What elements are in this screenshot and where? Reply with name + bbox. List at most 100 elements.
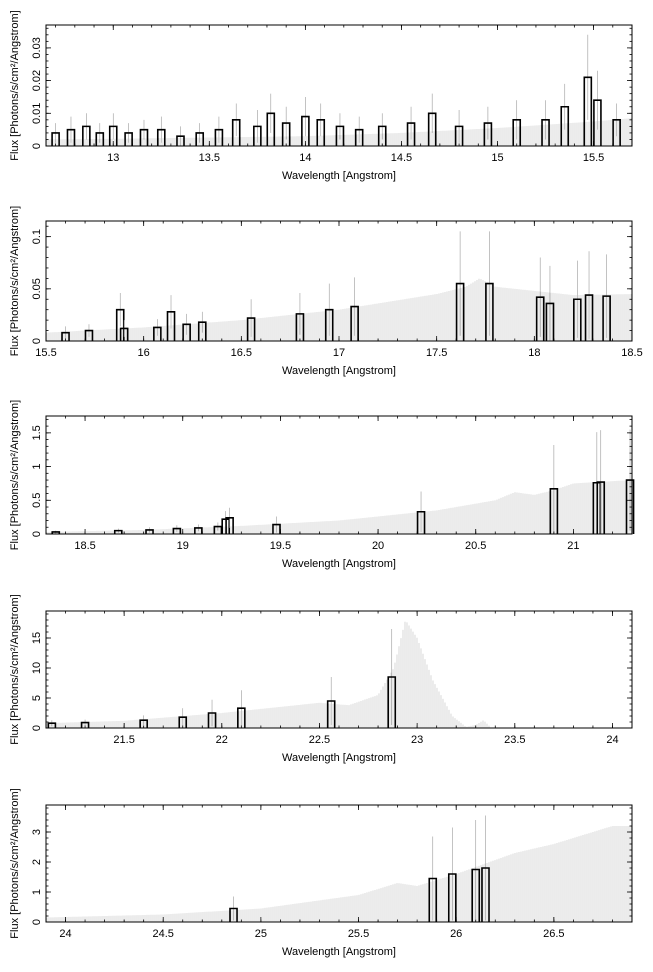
x-tick-label: 25	[255, 928, 267, 940]
data-bin	[583, 76, 593, 146]
data-bin	[266, 112, 276, 146]
chart-panel-1: 13 13.5 14 14.5 15 15.5 0 0.01 0.02 0.03 Wavelengt…	[9, 10, 633, 182]
data-bin	[427, 112, 437, 146]
x-tick-label: 20	[372, 540, 384, 552]
y-axis: 0 5 10 15	[31, 613, 632, 731]
data-bin	[207, 712, 217, 728]
data-bin	[455, 282, 465, 341]
data-bin	[485, 282, 494, 341]
y-tick-label: 3	[31, 829, 43, 835]
data-bin	[51, 531, 61, 534]
model-hatching	[46, 826, 632, 922]
x-axis-label: Wavelength [Angstrom]	[282, 946, 396, 958]
chart-panel-5: 24 24.5 25 25.5 26 26.5 0 1 2 3 Wavelength [Angstr…	[9, 788, 633, 958]
data-bin	[225, 517, 234, 534]
x-tick-label: 15.5	[583, 152, 604, 164]
y-tick-label: 10	[31, 662, 43, 674]
x-axis-label: Wavelength [Angstrom]	[282, 558, 396, 570]
data-bin	[324, 308, 334, 341]
data-bin	[416, 510, 426, 534]
x-tick-label: 23.5	[504, 734, 525, 746]
data-bin	[483, 122, 493, 146]
data-bin	[326, 700, 336, 728]
data-bin	[387, 676, 397, 728]
x-tick-label: 22	[216, 734, 228, 746]
x-tick-label: 24	[59, 928, 71, 940]
x-axis: 24 24.5 25 25.5 26 26.5	[45, 805, 613, 940]
data-bin	[119, 327, 129, 341]
x-tick-label: 18.5	[621, 347, 642, 359]
y-axis: 0 0.05 0.1	[31, 225, 632, 344]
x-axis-label: Wavelength [Angstrom]	[282, 752, 396, 764]
data-bin	[166, 310, 176, 341]
data-bin	[80, 721, 90, 728]
data-series	[51, 34, 621, 146]
x-tick-label: 14.5	[391, 152, 412, 164]
chart-panel-2: 15.5 16 16.5 17 17.5 18 18.5 0 0.05 0.1 Wavelength…	[9, 206, 643, 377]
data-bin	[195, 132, 205, 146]
y-axis: 0 0.5 1 1.5	[31, 418, 632, 537]
model-hatching	[46, 480, 632, 534]
y-tick-label: 0.01	[31, 103, 43, 124]
data-bin	[549, 488, 559, 534]
y-tick-label: 0.03	[31, 37, 43, 58]
x-axis: 13 13.5 14 14.5 15 15.5	[55, 25, 633, 164]
data-bin	[194, 527, 203, 534]
x-axis-label: Wavelength [Angstrom]	[282, 170, 396, 182]
data-bin	[572, 298, 582, 341]
x-tick-label: 15	[491, 152, 503, 164]
data-bin	[301, 115, 310, 146]
y-tick-label: 1	[31, 464, 43, 470]
y-axis-label: Flux [Photons/s/cm²/Angstrom]	[9, 10, 21, 160]
x-tick-label: 21.5	[113, 734, 134, 746]
data-bin	[596, 481, 606, 534]
x-tick-label: 16.5	[231, 347, 252, 359]
data-series	[61, 231, 611, 341]
data-bin	[612, 119, 621, 146]
chart-panel-4: 21.5 22 22.5 23 23.5 24 0 5 10 15 Wavelength [Angs…	[9, 594, 633, 764]
data-bin	[354, 128, 364, 146]
plot-frame	[45, 415, 633, 535]
data-bin	[47, 722, 57, 728]
data-bin	[447, 873, 457, 922]
data-bin	[108, 125, 118, 146]
y-tick-label: 5	[31, 695, 43, 701]
x-axis-label: Wavelength [Angstrom]	[282, 365, 396, 377]
data-bin	[377, 125, 387, 146]
x-tick-label: 18.5	[74, 540, 95, 552]
data-bin	[316, 119, 326, 146]
x-tick-label: 15.5	[35, 347, 56, 359]
model-hatching	[46, 278, 632, 341]
data-bin	[84, 329, 94, 341]
data-bin	[178, 716, 188, 728]
data-series	[51, 429, 635, 534]
x-tick-label: 26	[450, 928, 462, 940]
data-bin	[214, 128, 224, 146]
data-bin	[535, 296, 545, 341]
data-bin	[145, 529, 154, 534]
data-series	[47, 629, 397, 728]
y-tick-label: 2	[31, 859, 43, 865]
y-axis-label: Flux [Photons/s/cm²/Angstrom]	[9, 206, 21, 356]
x-tick-label: 21	[567, 540, 579, 552]
y-tick-label: 0.02	[31, 70, 43, 91]
y-axis-label: Flux [Photons/s/cm²/Angstrom]	[9, 788, 21, 938]
data-bin	[281, 122, 291, 146]
data-bin	[471, 868, 481, 922]
x-tick-label: 20.5	[465, 540, 486, 552]
x-tick-label: 25.5	[348, 928, 369, 940]
data-bin	[139, 719, 148, 728]
y-tick-label: 1	[31, 889, 43, 895]
y-tick-label: 0	[31, 531, 43, 537]
data-bin	[246, 317, 256, 341]
x-axis: 15.5 16 16.5 17 17.5 18 18.5	[35, 221, 643, 359]
y-tick-label: 1.5	[31, 425, 43, 440]
y-tick-label: 0	[31, 143, 43, 149]
x-tick-label: 14	[299, 152, 311, 164]
data-bin	[350, 305, 359, 341]
data-bin	[172, 527, 182, 534]
data-bin	[51, 132, 60, 146]
data-bin	[406, 122, 416, 146]
data-bin	[176, 135, 185, 146]
data-bin	[428, 877, 438, 922]
